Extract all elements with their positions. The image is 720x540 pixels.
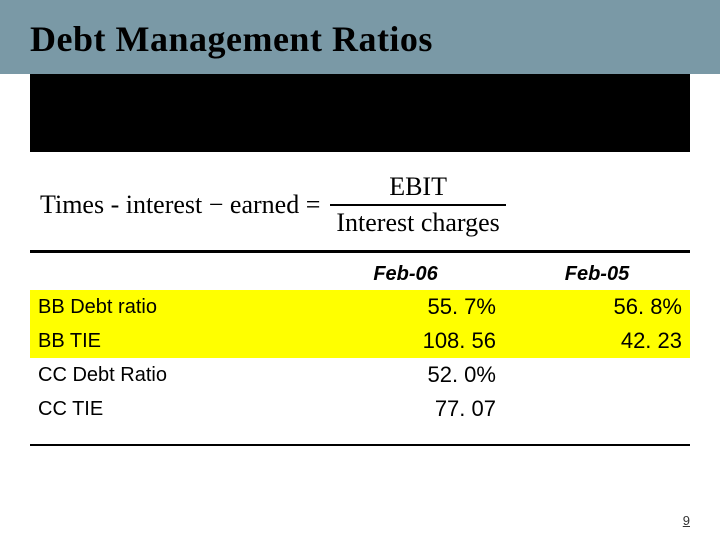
row-feb06: 55. 7% bbox=[307, 290, 504, 324]
col-header-feb06: Feb-06 bbox=[307, 259, 504, 290]
formula-fraction: EBIT Interest charges bbox=[330, 172, 505, 238]
table-row: CC Debt Ratio 52. 0% bbox=[30, 358, 690, 392]
row-label: CC TIE bbox=[30, 392, 307, 426]
table-row: BB Debt ratio 55. 7% 56. 8% bbox=[30, 290, 690, 324]
row-feb05: 56. 8% bbox=[504, 290, 690, 324]
page-title: Debt Management Ratios bbox=[30, 18, 690, 60]
col-header-empty bbox=[30, 259, 307, 290]
table-header-row: Feb-06 Feb-05 bbox=[30, 259, 690, 290]
row-feb05: 42. 23 bbox=[504, 324, 690, 358]
row-feb05 bbox=[504, 392, 690, 426]
table-body: BB Debt ratio 55. 7% 56. 8% BB TIE 108. … bbox=[30, 290, 690, 426]
black-block bbox=[30, 74, 690, 152]
tie-formula: Times - interest − earned = EBIT Interes… bbox=[40, 172, 720, 238]
row-feb06: 108. 56 bbox=[307, 324, 504, 358]
formula-numerator: EBIT bbox=[383, 172, 453, 204]
title-band: Debt Management Ratios bbox=[0, 0, 720, 74]
row-label: CC Debt Ratio bbox=[30, 358, 307, 392]
ratio-table: Feb-06 Feb-05 BB Debt ratio 55. 7% 56. 8… bbox=[30, 259, 690, 426]
formula-denominator: Interest charges bbox=[330, 204, 505, 238]
table-row: CC TIE 77. 07 bbox=[30, 392, 690, 426]
row-feb05 bbox=[504, 358, 690, 392]
row-feb06: 77. 07 bbox=[307, 392, 504, 426]
row-feb06: 52. 0% bbox=[307, 358, 504, 392]
divider-bottom bbox=[30, 444, 690, 446]
col-header-feb05: Feb-05 bbox=[504, 259, 690, 290]
formula-lhs: Times - interest − earned = bbox=[40, 190, 320, 220]
table-row: BB TIE 108. 56 42. 23 bbox=[30, 324, 690, 358]
row-label: BB TIE bbox=[30, 324, 307, 358]
row-label: BB Debt ratio bbox=[30, 290, 307, 324]
divider-top bbox=[30, 250, 690, 253]
page-number: 9 bbox=[683, 513, 690, 528]
